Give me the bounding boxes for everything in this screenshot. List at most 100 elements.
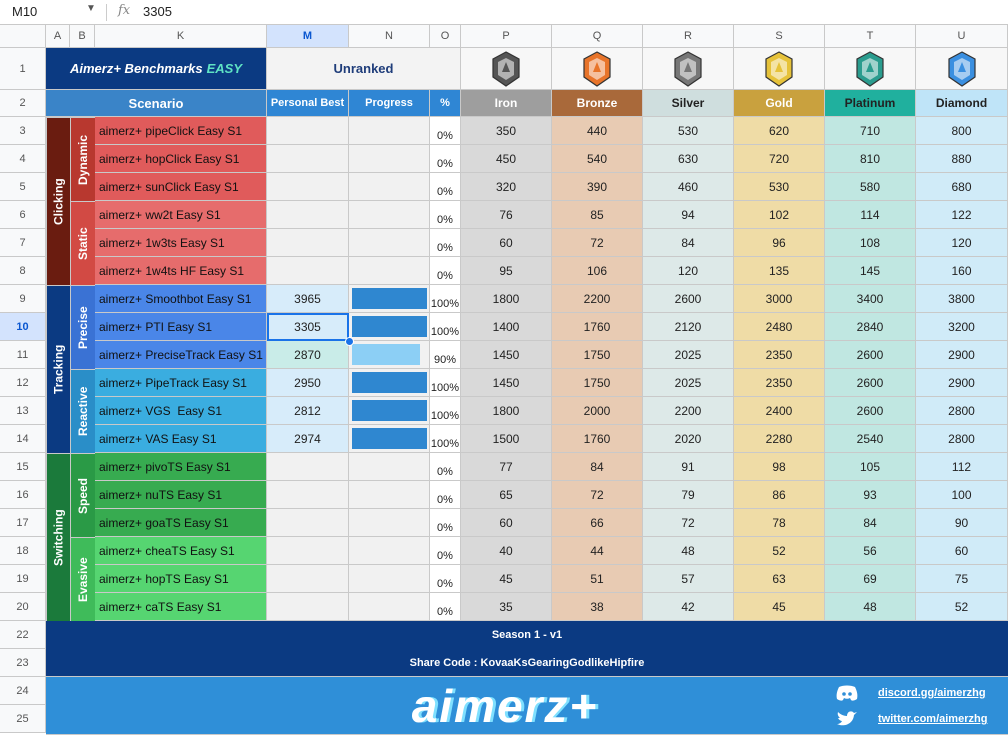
row-number[interactable]: 17 [0,509,46,537]
threshold: 3800 [916,285,1008,313]
row-number[interactable]: 14 [0,425,46,453]
dropdown-arrow[interactable]: ▼ [86,3,96,14]
threshold: 69 [825,565,916,593]
personal-best[interactable]: 2950 [267,369,349,397]
threshold: 72 [643,509,734,537]
column-header[interactable]: R [643,25,734,48]
percent: 0% [430,173,461,201]
threshold: 105 [825,453,916,481]
column-header[interactable]: B [70,25,95,48]
threshold: 320 [461,173,552,201]
personal-best[interactable] [267,565,349,593]
row-number[interactable]: 23 [0,649,46,677]
threshold: 160 [916,257,1008,285]
row-number[interactable]: 9 [0,285,46,313]
scenario-name: aimerz+ 1w3ts Easy S1 [95,229,267,257]
personal-best[interactable]: 3965 [267,285,349,313]
column-header[interactable]: Q [552,25,643,48]
row-number[interactable]: 15 [0,453,46,481]
percent: 0% [430,145,461,173]
title-cell: Aimerz+ Benchmarks EASY [46,48,267,90]
progress-cell [349,397,430,425]
corner [0,25,46,48]
threshold: 1400 [461,313,552,341]
column-header[interactable]: A [46,25,70,48]
row-number[interactable]: 16 [0,481,46,509]
personal-best[interactable] [267,145,349,173]
progress-cell [349,145,430,173]
percent: 0% [430,565,461,593]
formula-value[interactable]: 3305 [143,4,172,19]
rank-icon-cell [552,48,643,90]
row-number[interactable]: 2 [0,90,46,117]
scenario-header: Scenario [46,90,267,117]
threshold: 2540 [825,425,916,453]
personal-best[interactable] [267,593,349,621]
threshold: 108 [825,229,916,257]
personal-best[interactable]: 3305 [267,313,349,341]
column-header[interactable]: S [734,25,825,48]
column-header[interactable]: U [916,25,1008,48]
column-header[interactable]: T [825,25,916,48]
personal-best[interactable] [267,201,349,229]
social-link[interactable]: twitter.com/aimerzhg [878,713,988,725]
percent-header: % [430,90,461,117]
row-number[interactable]: 13 [0,397,46,425]
row-number[interactable]: 3 [0,117,46,145]
personal-best[interactable]: 2812 [267,397,349,425]
social-link[interactable]: discord.gg/aimerzhg [878,687,986,699]
threshold: 38 [552,593,643,621]
column-header[interactable]: N [349,25,430,48]
threshold: 1760 [552,425,643,453]
row-number[interactable]: 6 [0,201,46,229]
column-header[interactable]: K [95,25,267,48]
personal-best[interactable]: 2870 [267,341,349,369]
progress-bar [352,428,427,449]
row-number[interactable]: 5 [0,173,46,201]
row-number[interactable]: 4 [0,145,46,173]
personal-best[interactable] [267,453,349,481]
personal-best[interactable] [267,173,349,201]
threshold: 77 [461,453,552,481]
column-header[interactable]: M [267,25,349,48]
threshold: 78 [734,509,825,537]
season: Season 1 - v1 [46,621,1008,649]
fill-handle[interactable] [345,337,354,346]
personal-best[interactable] [267,257,349,285]
row-number[interactable]: 20 [0,593,46,621]
progress-bar [352,288,427,309]
logo: aimerz+ [411,680,599,732]
row-number[interactable]: 12 [0,369,46,397]
threshold: 530 [643,117,734,145]
column-header[interactable]: P [461,25,552,48]
personal-best[interactable] [267,117,349,145]
row-number[interactable]: 22 [0,621,46,649]
threshold: 2840 [825,313,916,341]
threshold: 880 [916,145,1008,173]
row-number[interactable]: 10 [0,313,46,341]
row-number[interactable]: 7 [0,229,46,257]
rank-header: Silver [643,90,734,117]
row-number[interactable]: 8 [0,257,46,285]
rank-header: Platinum [825,90,916,117]
scenario-name: aimerz+ nuTS Easy S1 [95,481,267,509]
threshold: 460 [643,173,734,201]
row-number[interactable]: 25 [0,705,46,733]
progress-cell [349,341,430,369]
threshold: 91 [643,453,734,481]
row-number[interactable]: 24 [0,677,46,705]
row-number[interactable]: 19 [0,565,46,593]
personal-best[interactable]: 2974 [267,425,349,453]
personal-best[interactable] [267,509,349,537]
personal-best[interactable] [267,537,349,565]
column-header[interactable]: O [430,25,461,48]
row-number[interactable]: 1 [0,48,46,90]
row-number[interactable]: 18 [0,537,46,565]
divider [106,4,107,21]
progress-cell [349,117,430,145]
threshold: 98 [734,453,825,481]
personal-best[interactable] [267,229,349,257]
cell-reference[interactable]: M10 [12,4,38,19]
row-number[interactable]: 11 [0,341,46,369]
personal-best[interactable] [267,481,349,509]
